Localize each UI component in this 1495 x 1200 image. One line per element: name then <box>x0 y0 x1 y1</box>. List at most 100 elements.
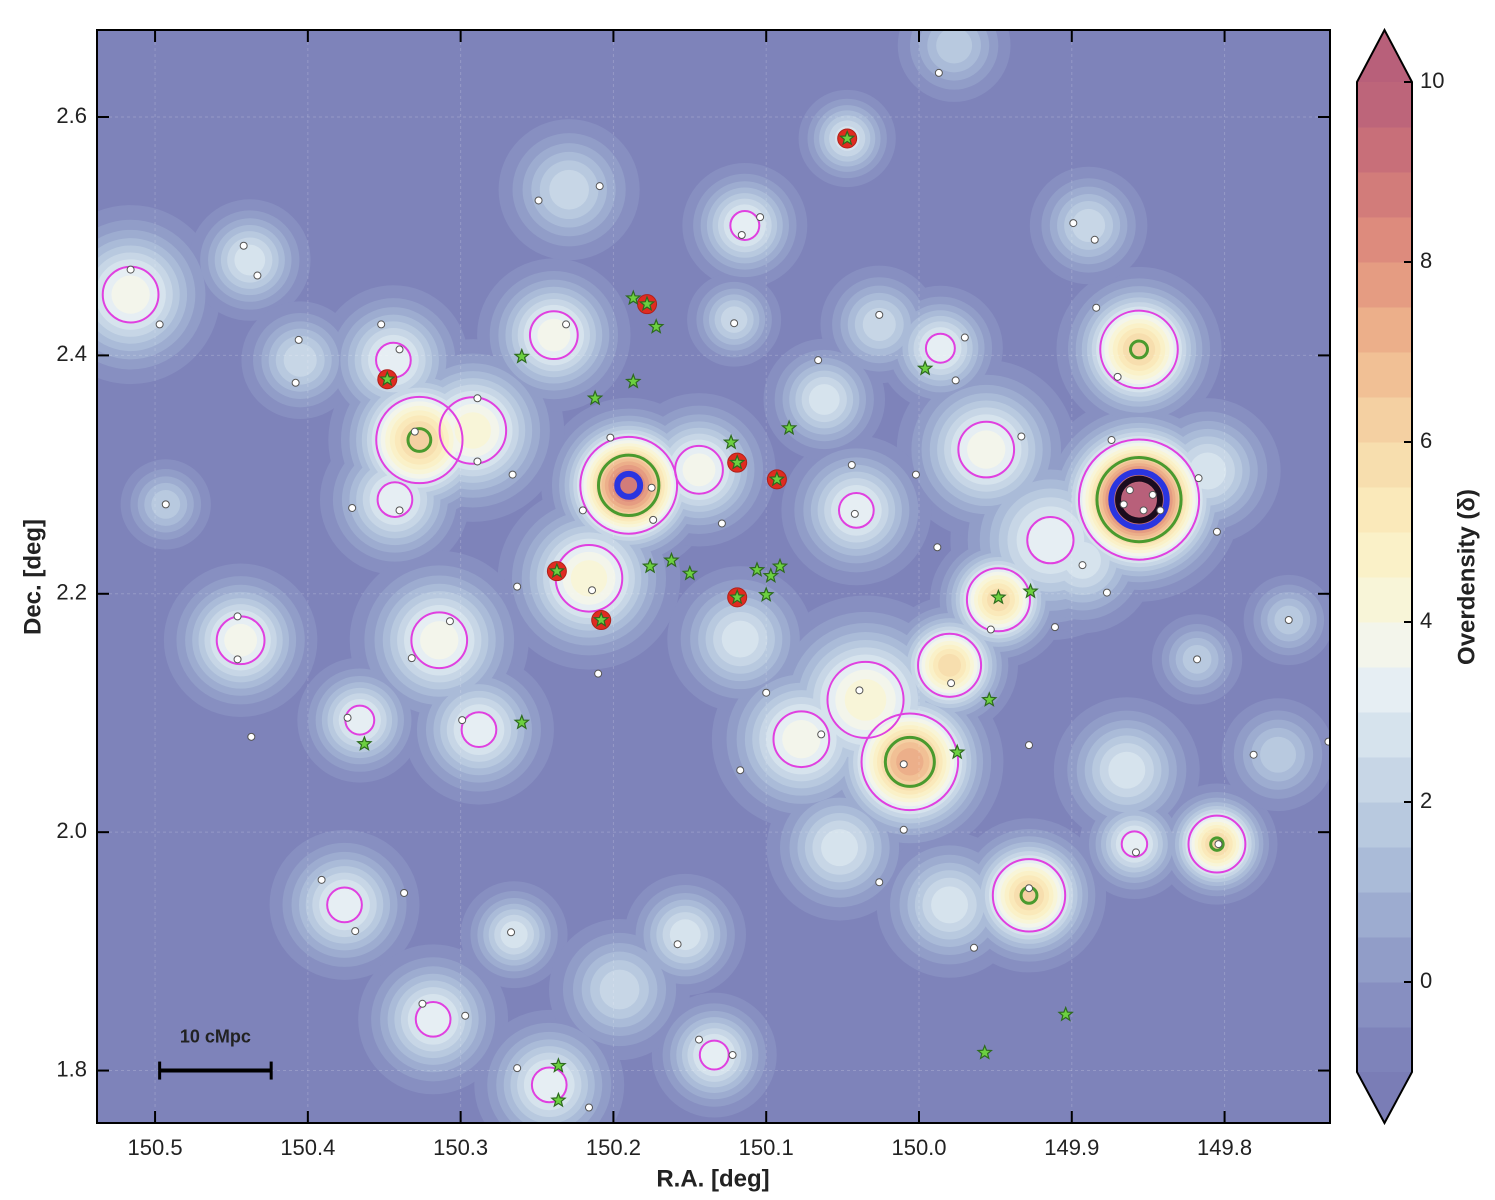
galaxy-point <box>899 825 908 834</box>
colorbar-band <box>1357 442 1412 488</box>
contour-line <box>957 420 1016 479</box>
star-point <box>550 1057 567 1073</box>
density-band <box>862 307 896 341</box>
galaxy-point <box>899 760 908 769</box>
galaxy-point <box>584 1103 593 1112</box>
galaxy-point <box>694 1035 703 1044</box>
galaxy-point <box>534 196 543 205</box>
density-band <box>617 473 641 497</box>
density-band <box>1027 517 1074 564</box>
galaxy-point <box>508 470 517 479</box>
star-point <box>762 567 780 583</box>
contour-line <box>614 470 644 500</box>
galaxy-point <box>1212 527 1221 536</box>
galaxy-point <box>410 427 419 436</box>
star-point <box>990 588 1007 605</box>
galaxy-point <box>1090 235 1099 244</box>
star-point <box>513 347 531 364</box>
galaxy-point <box>1025 884 1034 893</box>
density-band <box>844 679 887 721</box>
galaxy-point <box>737 231 746 240</box>
galaxy-point <box>1102 588 1111 597</box>
contour-line <box>530 1066 568 1104</box>
density-band <box>782 720 821 759</box>
galaxy-point <box>1156 506 1165 515</box>
density-band <box>1127 487 1151 512</box>
contour-line <box>460 711 498 749</box>
density-band <box>936 30 973 64</box>
density-band <box>1064 541 1101 579</box>
star-point <box>1057 1005 1074 1022</box>
galaxy-point <box>1078 561 1087 570</box>
colorbar-band <box>1357 712 1412 758</box>
galaxy-point <box>588 586 597 595</box>
galaxy-point <box>606 433 615 442</box>
galaxy-point <box>875 878 884 887</box>
star-point <box>548 562 566 579</box>
colorbar-frame <box>1356 27 1413 1126</box>
colorbar-tick-label: 0 <box>1420 968 1432 993</box>
colorbar-tick-label: 10 <box>1420 68 1444 93</box>
contour-line <box>376 481 414 518</box>
star-point <box>513 713 531 730</box>
x-tick-label: 150.4 <box>280 1135 335 1160</box>
colorbar-tick-label: 4 <box>1420 608 1432 633</box>
star-point <box>647 318 665 334</box>
density-band <box>599 969 640 1010</box>
galaxy-point <box>875 310 884 319</box>
galaxy-point <box>1113 372 1122 381</box>
galaxy-point <box>317 875 326 884</box>
contour-line <box>406 427 433 453</box>
star-point <box>356 735 373 751</box>
star-point <box>586 389 604 406</box>
density-band <box>234 244 266 276</box>
galaxy-point <box>1092 303 1101 312</box>
colorbar-band <box>1357 397 1412 443</box>
x-tick-label: 149.8 <box>1197 1135 1252 1160</box>
colorbar-band <box>1357 802 1412 848</box>
galaxy-point <box>1069 219 1078 228</box>
contour-line <box>410 611 469 670</box>
galaxy-point <box>1139 506 1148 515</box>
contour-line <box>326 886 363 924</box>
colorbar-tick-label: 6 <box>1420 428 1432 453</box>
density-band <box>931 886 969 924</box>
star-point <box>722 433 740 450</box>
star-point <box>771 557 789 574</box>
contour-line <box>1115 475 1163 524</box>
density-band <box>967 430 1006 469</box>
contour-line <box>375 395 464 485</box>
galaxy-point <box>239 241 248 250</box>
galaxy-point <box>1131 848 1140 857</box>
galaxy-point <box>1249 750 1258 759</box>
galaxy-point <box>351 927 360 936</box>
contour-line <box>924 332 956 364</box>
star-point <box>663 551 680 568</box>
galaxy-point <box>817 730 826 739</box>
contour-line <box>414 1000 452 1038</box>
contour-line <box>1120 830 1149 858</box>
density-band <box>699 1040 729 1070</box>
contour-line <box>597 453 661 518</box>
colorbar-band <box>1357 487 1412 533</box>
contour-line <box>838 491 875 529</box>
galaxy-point <box>855 686 864 695</box>
density-band <box>1130 340 1148 358</box>
galaxy-point <box>473 394 482 403</box>
contour-line <box>860 712 960 812</box>
y-tick-label: 2.6 <box>56 103 87 128</box>
galaxy-point <box>951 376 960 385</box>
density-band <box>377 482 413 517</box>
density-band <box>461 712 497 748</box>
star-point <box>838 129 856 146</box>
star-point <box>624 372 642 389</box>
galaxy-point <box>233 655 242 664</box>
colorbar-band <box>1357 82 1412 128</box>
density-band <box>570 560 608 597</box>
galaxy-point <box>155 320 164 329</box>
contour-line <box>674 444 724 495</box>
contour-line <box>528 310 579 361</box>
colorbar-band <box>1357 622 1412 668</box>
galaxy-point <box>578 506 587 515</box>
galaxy-point <box>847 461 856 470</box>
